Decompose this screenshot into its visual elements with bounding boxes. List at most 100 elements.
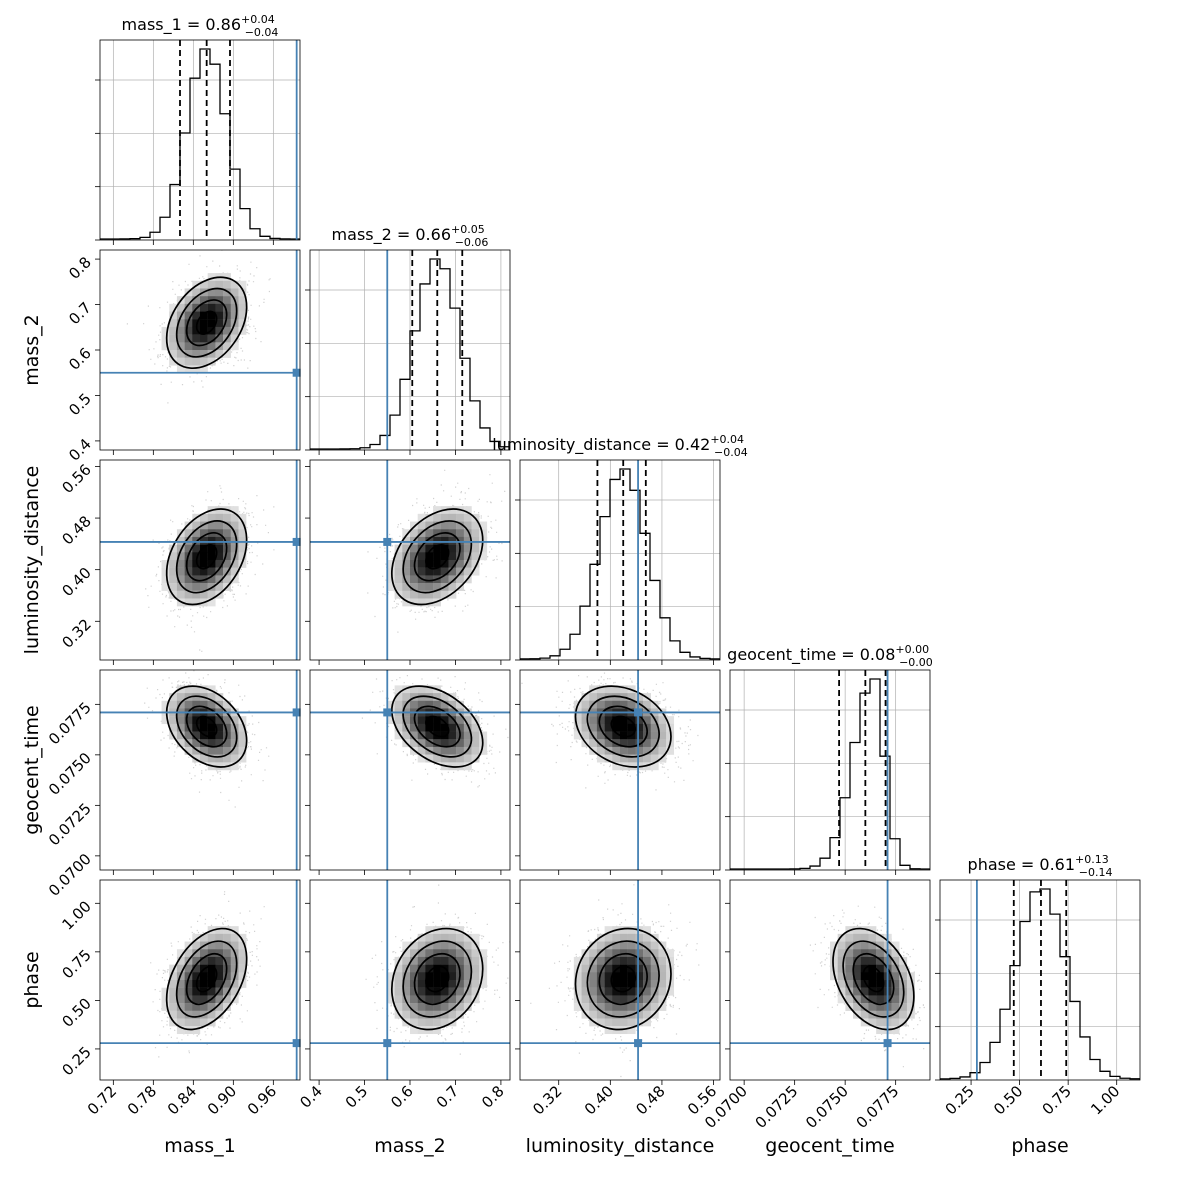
density-cell xyxy=(207,342,216,351)
density-cell xyxy=(207,956,216,965)
density-cell xyxy=(433,1026,441,1035)
density-cell xyxy=(620,1003,628,1011)
density-cell xyxy=(394,716,403,725)
density-cell xyxy=(612,949,621,958)
density-cell xyxy=(169,311,178,320)
density-cell xyxy=(845,941,854,950)
density-cell xyxy=(215,506,224,515)
density-cell xyxy=(238,280,247,289)
density-cell xyxy=(184,560,193,568)
density-cell xyxy=(456,746,465,755)
density-cell xyxy=(471,731,480,740)
density-cell xyxy=(620,685,628,694)
density-cell xyxy=(845,956,854,965)
density-cell xyxy=(830,941,838,950)
density-cell xyxy=(425,716,434,725)
density-cell xyxy=(215,754,224,763)
scatter-mass_1-vs-geocent_time xyxy=(100,670,300,870)
density-cell xyxy=(448,529,457,538)
density-cell xyxy=(410,964,418,973)
density-cell xyxy=(417,739,426,748)
density-cell xyxy=(906,987,915,996)
density-cell xyxy=(471,723,480,732)
density-cell xyxy=(176,980,185,988)
density-cell xyxy=(238,544,247,553)
density-cell xyxy=(612,956,621,965)
density-cell xyxy=(627,956,636,965)
density-cell xyxy=(176,949,185,958)
y-tick-label-mass_2: 0.6 xyxy=(65,344,95,374)
density-cell xyxy=(161,987,170,996)
density-cell xyxy=(860,987,869,996)
density-cell xyxy=(184,987,193,996)
density-cell xyxy=(425,1010,434,1019)
density-cell xyxy=(448,746,457,755)
density-cell xyxy=(192,700,201,709)
density-cell xyxy=(238,326,247,335)
density-cell xyxy=(448,560,457,568)
density-cell xyxy=(417,685,426,694)
density-cell xyxy=(207,1003,216,1011)
density-cell xyxy=(410,1026,418,1035)
contour-line xyxy=(413,952,461,1006)
density-cell xyxy=(433,1003,441,1011)
density-cell xyxy=(230,560,239,568)
density-cell xyxy=(410,1018,418,1027)
density-cell xyxy=(410,739,418,748)
density-cell xyxy=(596,693,605,701)
density-cell xyxy=(860,926,869,935)
density-cell xyxy=(192,972,201,981)
density-cell xyxy=(223,972,231,981)
density-cell xyxy=(184,357,193,366)
density-cell xyxy=(161,1003,170,1011)
density-cell xyxy=(837,941,846,950)
density-cell xyxy=(433,560,441,568)
contour-line xyxy=(852,952,895,1006)
density-cell xyxy=(192,598,201,607)
density-cell xyxy=(456,754,465,763)
histogram-phase xyxy=(940,880,1140,1080)
density-cell xyxy=(573,1003,582,1011)
contour-line xyxy=(402,695,473,758)
density-cell xyxy=(230,544,239,553)
density-cell xyxy=(666,949,675,958)
density-cell xyxy=(433,1018,441,1027)
density-cell xyxy=(417,949,426,958)
density-cell xyxy=(448,980,457,988)
density-cell xyxy=(471,995,480,1004)
density-cell xyxy=(604,972,613,981)
density-cell xyxy=(184,583,193,591)
density-cell xyxy=(425,980,434,988)
density-cell xyxy=(463,941,472,950)
density-cell xyxy=(192,334,201,343)
contour-line xyxy=(195,965,218,993)
density-cell xyxy=(410,590,418,599)
density-cell xyxy=(230,334,239,343)
density-cell xyxy=(215,1010,224,1019)
density-cell xyxy=(386,995,395,1004)
density-cell xyxy=(433,590,441,599)
density-cell xyxy=(433,536,441,545)
density-cell xyxy=(223,529,231,538)
density-cell xyxy=(868,964,877,973)
density-cell xyxy=(620,956,628,965)
density-cell xyxy=(215,941,224,950)
truth-marker xyxy=(383,708,392,717)
density-cell xyxy=(891,995,900,1004)
density-cell xyxy=(837,956,846,965)
density-cell xyxy=(200,296,208,305)
density-cell xyxy=(215,560,224,568)
density-cell xyxy=(410,521,418,530)
density-cell xyxy=(612,700,621,709)
density-cell xyxy=(906,1003,915,1011)
density-cell xyxy=(627,926,636,935)
density-cell xyxy=(876,941,885,950)
density-cell xyxy=(192,685,201,694)
density-cell xyxy=(200,311,208,320)
histogram-luminosity_distance xyxy=(520,460,720,660)
density-cell xyxy=(425,972,434,981)
density-cell xyxy=(650,739,659,748)
density-cell xyxy=(169,334,178,343)
density-cell xyxy=(223,303,231,312)
density-cell xyxy=(394,552,403,561)
